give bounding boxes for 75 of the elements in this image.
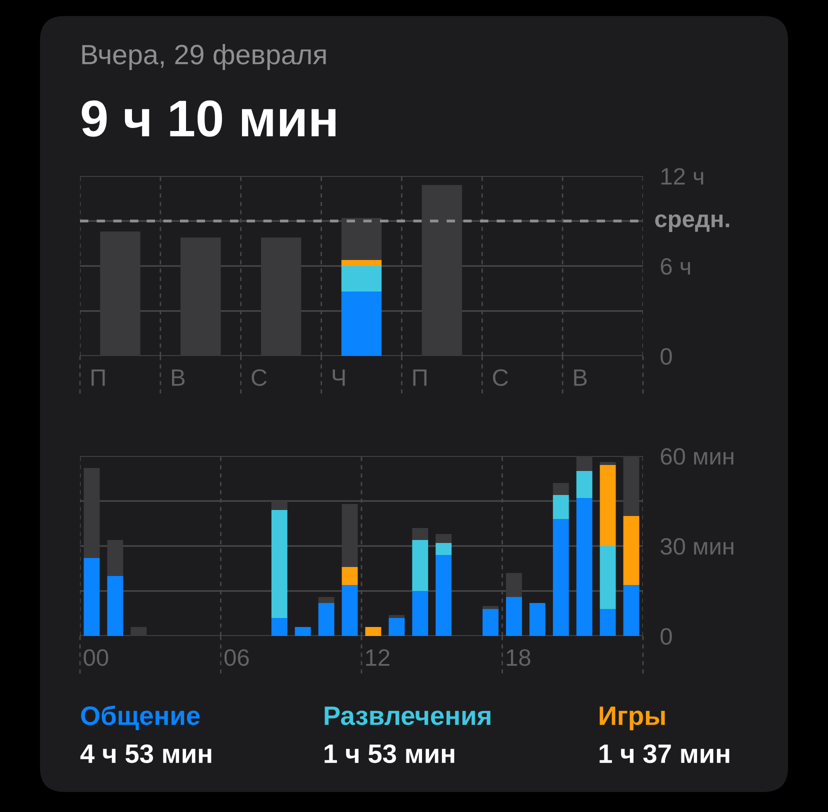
bar: [260, 238, 302, 356]
bar: [482, 609, 498, 636]
bar: [365, 627, 382, 636]
bar: [271, 501, 288, 510]
bar: [271, 618, 288, 636]
x-tick-label: П: [92, 369, 105, 386]
x-tick-label: 00: [84, 649, 108, 666]
bar: [623, 456, 640, 516]
bar: [84, 558, 100, 636]
text: Общение: [81, 705, 200, 730]
bar: [412, 528, 428, 540]
text: 4 ч 53 мин: [80, 744, 212, 764]
bar: [552, 483, 569, 495]
text: 1 ч 37 мин: [600, 744, 730, 764]
bar: [623, 585, 640, 636]
bar: [529, 603, 546, 636]
text: Игры: [600, 706, 665, 730]
x-tick-label: 18: [506, 649, 530, 666]
bar: [600, 465, 616, 546]
bar: [100, 232, 140, 356]
y-tick-label: 60 мин: [660, 448, 734, 465]
x-tick-label: С: [492, 369, 508, 386]
bar: [482, 606, 498, 609]
bar: [84, 468, 100, 558]
bar: [623, 516, 640, 585]
bar: [107, 540, 124, 576]
ref-line-label: средн.: [655, 214, 730, 232]
bar: [341, 260, 382, 266]
x-tick-label: В: [172, 369, 185, 386]
y-tick-label: 12 ч: [661, 168, 704, 185]
bar: [600, 546, 616, 609]
bar: [600, 462, 616, 465]
bar: [341, 292, 382, 356]
x-tick-label: С: [252, 369, 267, 386]
y-tick-label: 0: [660, 628, 672, 645]
x-tick-label: П: [413, 369, 426, 386]
text: 1 ч 53 мин: [324, 744, 454, 764]
bar: [552, 495, 569, 519]
bar: [180, 238, 221, 356]
bar: [294, 627, 311, 636]
bar: [576, 498, 592, 636]
bar: [388, 618, 405, 636]
bar: [422, 185, 462, 356]
bar: [576, 471, 592, 498]
bar: [436, 543, 452, 555]
bar: [576, 456, 592, 471]
y-tick-label: 0: [660, 348, 672, 365]
chart-subtitle: 9 ч 10 мин: [82, 100, 336, 137]
bar: [271, 510, 288, 618]
bar: [600, 609, 616, 636]
bar: [412, 540, 428, 591]
x-tick-label: 06: [224, 649, 249, 666]
x-tick-label: В: [574, 369, 587, 386]
bar: [436, 555, 452, 636]
bar: [506, 597, 522, 636]
bar: [342, 504, 358, 567]
bar: [341, 218, 382, 260]
bar: [341, 266, 382, 292]
chart-title: Вчера, 29 февраля: [82, 44, 326, 70]
y-tick-label: 30 мин: [660, 538, 734, 555]
bar: [436, 534, 452, 543]
bar: [552, 519, 569, 636]
x-tick-label: Ч: [332, 369, 345, 386]
bar: [130, 627, 147, 636]
bar: [412, 591, 428, 636]
bar: [342, 567, 358, 585]
text: Развлечения: [324, 706, 490, 726]
bar: [342, 585, 358, 636]
x-tick-label: 12: [366, 649, 390, 666]
bar: [107, 576, 124, 636]
bar: [318, 597, 334, 603]
bar: [388, 615, 405, 618]
bar: [318, 603, 334, 636]
y-tick-label: 6 ч: [660, 258, 690, 275]
bar: [506, 573, 522, 597]
